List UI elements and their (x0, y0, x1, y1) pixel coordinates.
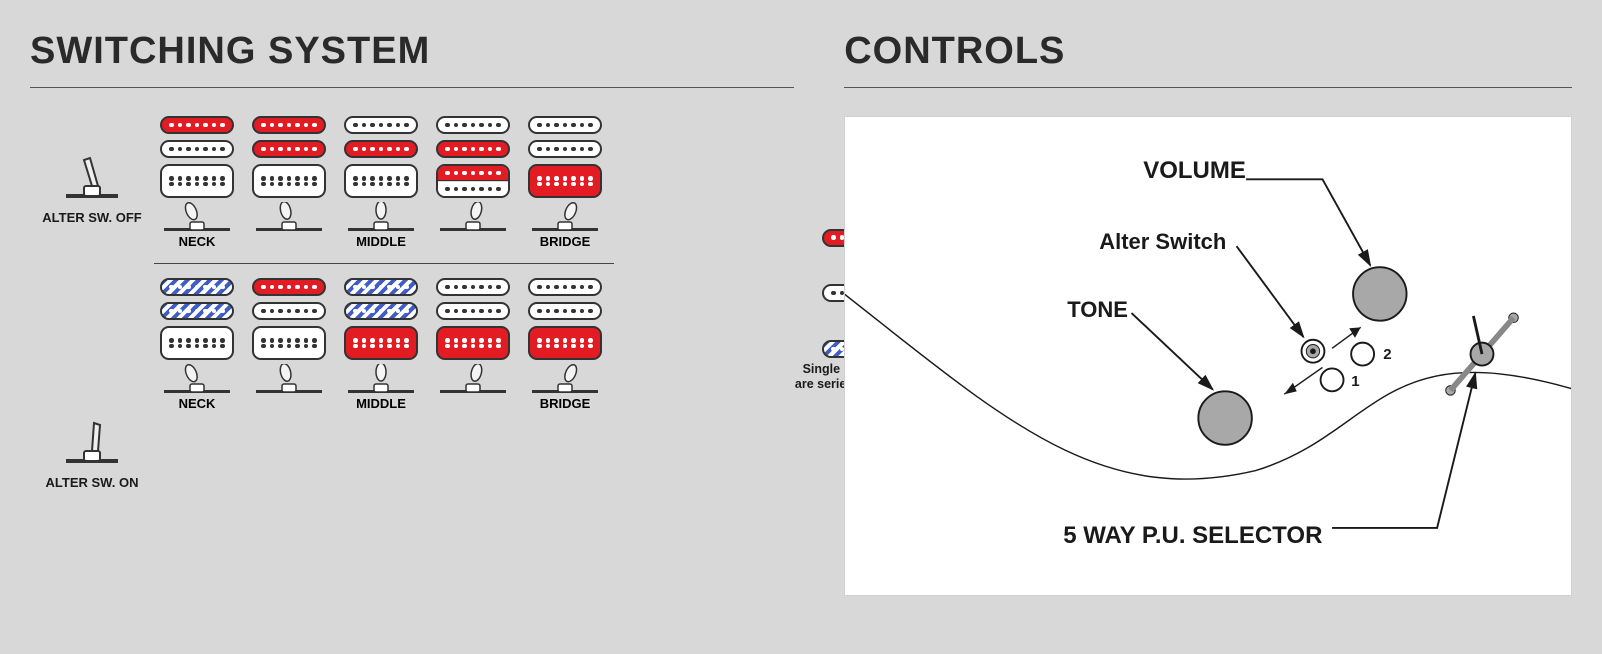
alter-on-block: ALTER SW. ON (30, 421, 154, 490)
pickup-coil (436, 278, 510, 296)
pickup-coil (528, 278, 602, 296)
alter-off-block: ALTER SW. OFF (30, 156, 154, 225)
switching-diagram: ALTER SW. OFF (30, 116, 794, 411)
pickup-grid-on (154, 278, 794, 360)
pickup-coil (252, 302, 326, 320)
selector-position-icon (252, 202, 326, 234)
selector-position-icon (344, 364, 418, 396)
controls-alter-label: Alter Switch (1099, 229, 1226, 255)
mid-divider (154, 263, 614, 264)
pickup-humbucker (344, 326, 418, 360)
pickup-grid-off (154, 116, 794, 198)
position-label: BRIDGE (540, 396, 591, 411)
pickup-coil (528, 302, 602, 320)
pickup-coil (160, 140, 234, 158)
controls-rule (844, 87, 1572, 88)
pickup-humbucker (528, 164, 602, 198)
selector-position-icon (252, 364, 326, 396)
tone-arrow-icon (1132, 313, 1213, 389)
number-two-icon (1332, 327, 1374, 365)
pickup-coil (436, 116, 510, 134)
controls-tone-label: TONE (1067, 297, 1128, 323)
alter-arrow-icon (1237, 246, 1304, 337)
alter-on-label: ALTER SW. ON (30, 475, 154, 490)
selector-position-icon (436, 364, 510, 396)
selector-position-icon (528, 364, 602, 396)
pickup-coil (436, 302, 510, 320)
selector-position-icon (528, 202, 602, 234)
selector-switch-icon (1446, 313, 1519, 395)
pickup-coil (344, 278, 418, 296)
controls-n2: 2 (1383, 346, 1391, 363)
pickup-coil (160, 278, 234, 296)
volume-knob-icon (1353, 267, 1406, 320)
position-label: MIDDLE (356, 234, 406, 249)
position-label: NECK (179, 234, 216, 249)
controls-n1: 1 (1351, 373, 1359, 390)
selector-position-icon (160, 364, 234, 396)
pickup-humbucker (160, 326, 234, 360)
alter-off-label: ALTER SW. OFF (30, 210, 154, 225)
tone-knob-icon (1199, 391, 1252, 444)
toggle-off-icon (62, 156, 122, 206)
pickup-humbucker (436, 326, 510, 360)
number-one-icon (1284, 367, 1343, 394)
controls-column: CONTROLS (844, 30, 1572, 644)
pickup-coil (344, 140, 418, 158)
switching-title: SWITCHING SYSTEM (30, 30, 794, 73)
pickup-coil (436, 140, 510, 158)
toggle-on-icon (62, 421, 122, 471)
pickup-coil (252, 116, 326, 134)
selector-arrow-icon (1332, 373, 1475, 528)
position-labels-on: NECK MIDDLE BRIDGE (154, 396, 794, 411)
position-label: BRIDGE (540, 234, 591, 249)
switching-rule (30, 87, 794, 88)
position-label: NECK (179, 396, 216, 411)
pickup-coil (344, 116, 418, 134)
pickup-humbucker (252, 164, 326, 198)
controls-title: CONTROLS (844, 30, 1572, 73)
position-labels-off: NECK MIDDLE BRIDGE (154, 234, 794, 249)
pickup-coil (252, 140, 326, 158)
controls-volume-label: VOLUME (1143, 157, 1246, 185)
selector-row-off (154, 202, 794, 234)
selector-position-icon (436, 202, 510, 234)
selector-position-icon (344, 202, 418, 234)
pickup-humbucker (344, 164, 418, 198)
pickup-humbucker (252, 326, 326, 360)
pickup-coil (344, 302, 418, 320)
pickup-coil (528, 116, 602, 134)
selector-row-on (154, 364, 794, 396)
switching-column: SWITCHING SYSTEM ALTER SW. OFF (30, 30, 794, 644)
selector-position-icon (160, 202, 234, 234)
controls-panel: VOLUME Alter Switch TONE 5 WAY P.U. SELE… (844, 116, 1572, 596)
controls-selector-label: 5 WAY P.U. SELECTOR (1063, 522, 1322, 550)
pickup-humbucker (160, 164, 234, 198)
pickup-coil (160, 302, 234, 320)
position-label: MIDDLE (356, 396, 406, 411)
pickup-coil (160, 116, 234, 134)
pickup-humbucker (528, 326, 602, 360)
pickup-coil (528, 140, 602, 158)
pickup-humbucker (436, 164, 510, 198)
pickup-coil (252, 278, 326, 296)
volume-arrow-icon (1246, 179, 1370, 265)
